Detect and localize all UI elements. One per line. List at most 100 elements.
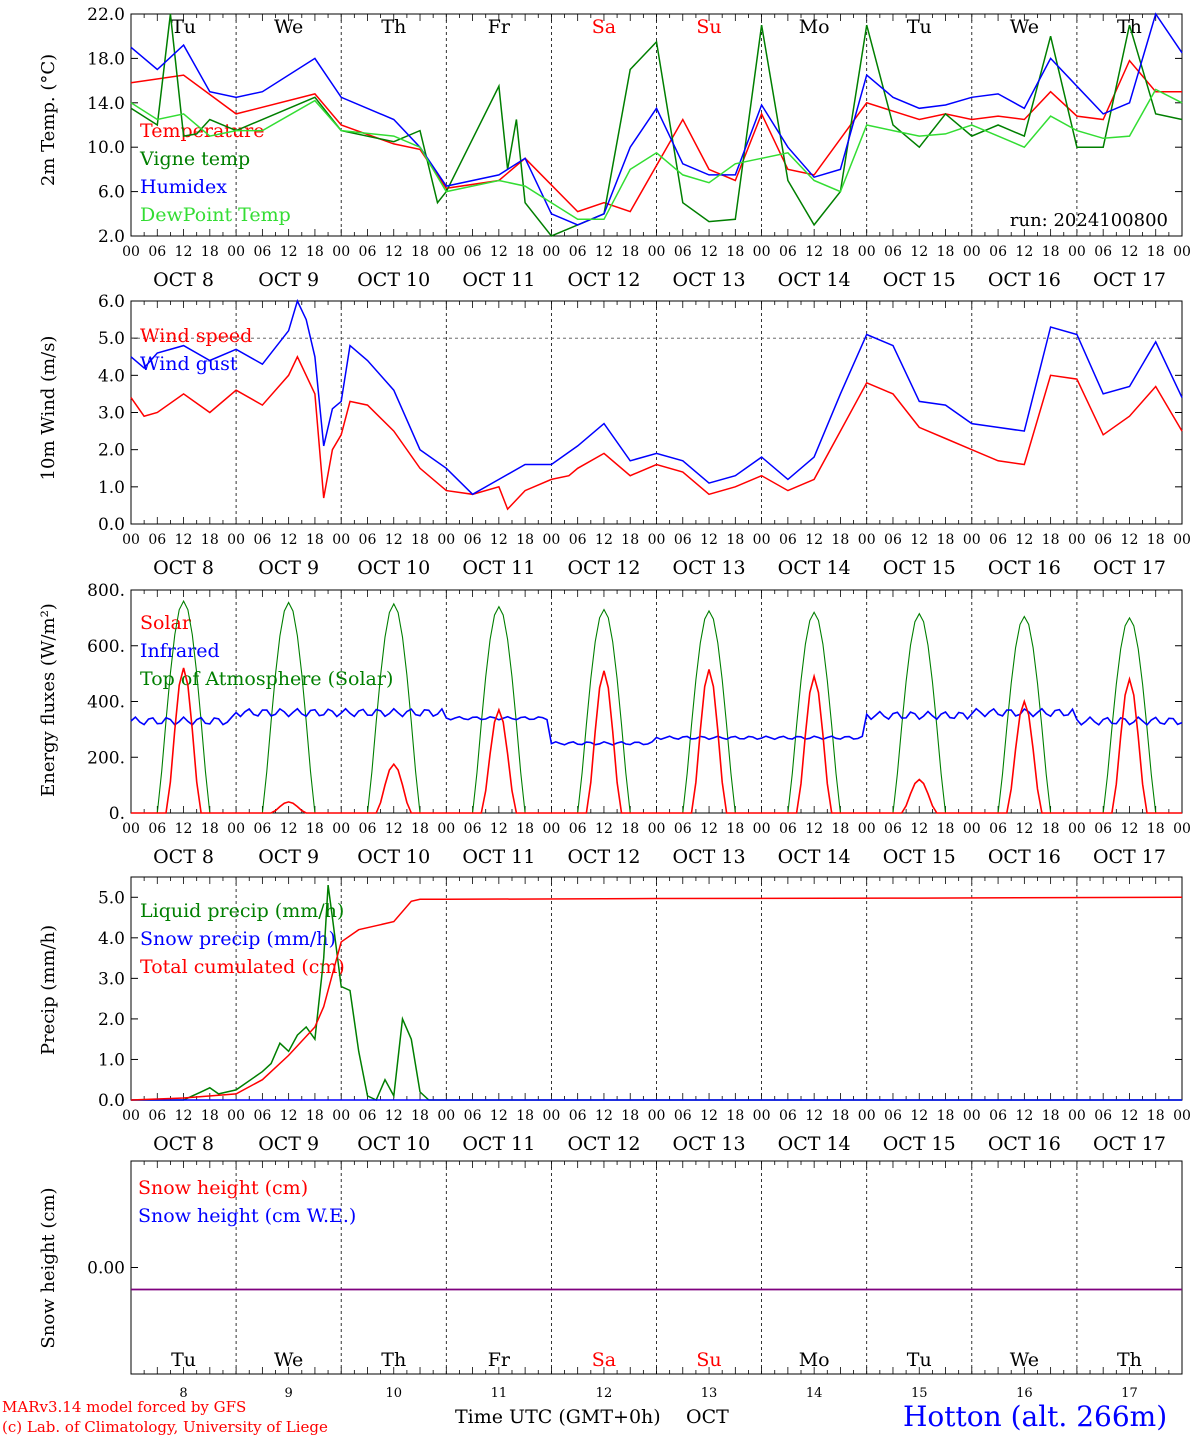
- hour-tick-label: 06: [359, 821, 377, 837]
- hour-tick-label: 06: [148, 244, 166, 260]
- hour-tick-label: 18: [832, 1108, 850, 1124]
- hour-tick-label: 00: [1173, 532, 1191, 548]
- day-label: OCT 8: [153, 269, 214, 291]
- hour-tick-label: 12: [385, 532, 403, 548]
- hour-tick-label: 18: [1147, 532, 1165, 548]
- hour-tick-label: 06: [989, 532, 1007, 548]
- hour-tick-label: 18: [621, 244, 639, 260]
- hour-tick-label: 12: [700, 244, 718, 260]
- hour-tick-label: 00: [753, 821, 771, 837]
- hour-tick-label: 18: [937, 1108, 955, 1124]
- hour-tick-label: 06: [779, 1108, 797, 1124]
- y-tick-label: 800.: [87, 581, 125, 601]
- hour-tick-label: 18: [411, 821, 429, 837]
- hour-tick-label: 00: [753, 244, 771, 260]
- weekday-label: Tu: [907, 16, 932, 38]
- legend-entry: Temperature: [140, 120, 264, 142]
- legend-entry: Snow height (cm W.E.): [138, 1205, 356, 1227]
- hour-tick-label: 12: [700, 1108, 718, 1124]
- weekday-label: We: [1010, 16, 1039, 38]
- hour-tick-label: 18: [621, 821, 639, 837]
- day-number-label: 8: [179, 1386, 187, 1401]
- hour-tick-label: 18: [726, 1108, 744, 1124]
- y-tick-label: 3.0: [98, 969, 125, 989]
- day-number-label: 11: [491, 1386, 508, 1401]
- y-tick-label: 400.: [87, 693, 125, 713]
- day-label: OCT 8: [153, 557, 214, 579]
- hour-tick-label: 06: [569, 532, 587, 548]
- y-tick-label: 10.0: [87, 138, 125, 158]
- hour-tick-label: 18: [832, 821, 850, 837]
- hour-tick-label: 00: [332, 532, 350, 548]
- hour-tick-label: 06: [253, 532, 271, 548]
- hour-tick-label: 06: [884, 821, 902, 837]
- y-tick-label: 0.0: [98, 515, 125, 535]
- hour-tick-label: 06: [253, 244, 271, 260]
- hour-tick-label: 06: [779, 821, 797, 837]
- series-line-infrared: [130, 707, 1183, 746]
- y-tick-label: 22.0: [87, 5, 125, 25]
- day-label: OCT 11: [462, 269, 535, 291]
- weekday-label: Fr: [488, 1349, 511, 1371]
- y-tick-label: 6.0: [98, 292, 125, 312]
- day-label: OCT 12: [567, 1133, 640, 1155]
- hour-tick-label: 18: [306, 1108, 324, 1124]
- legend-entry: Humidex: [140, 176, 227, 198]
- hour-tick-label: 06: [884, 244, 902, 260]
- hour-tick-label: 06: [464, 532, 482, 548]
- hour-tick-label: 06: [253, 821, 271, 837]
- hour-tick-label: 12: [490, 532, 508, 548]
- weekday-label: We: [274, 16, 303, 38]
- hour-tick-label: 06: [674, 1108, 692, 1124]
- legend-entry: Top of Atmosphere (Solar): [140, 668, 393, 690]
- plot-frame: [130, 300, 1183, 525]
- day-label: OCT 12: [567, 269, 640, 291]
- lab-credit: (c) Lab. of Climatology, University of L…: [2, 1418, 328, 1436]
- hour-tick-label: 00: [858, 244, 876, 260]
- hour-tick-label: 12: [1121, 821, 1139, 837]
- hour-tick-label: 12: [280, 1108, 298, 1124]
- hour-tick-label: 12: [385, 821, 403, 837]
- day-label: OCT 13: [673, 846, 746, 868]
- weekday-label: Sa: [592, 16, 616, 38]
- hour-tick-label: 06: [1094, 244, 1112, 260]
- hour-tick-label: 06: [148, 1108, 166, 1124]
- day-label: OCT 9: [258, 269, 319, 291]
- hour-tick-label: 18: [201, 532, 219, 548]
- hour-tick-label: 12: [1015, 821, 1033, 837]
- series-line: [131, 885, 1182, 1102]
- hour-tick-label: 06: [148, 821, 166, 837]
- day-label: OCT 8: [153, 846, 214, 868]
- y-tick-label: 0.: [109, 804, 125, 824]
- day-number-label: 13: [701, 1386, 718, 1401]
- panel-4: 0.0 1.0 2.0 3.0 4.0 5.0 Precip (mm/h) 00 06 12 18 O…: [38, 876, 1191, 1155]
- model-credit: MARv3.14 model forced by GFS: [2, 1398, 247, 1416]
- y-axis-label: Snow height (cm): [38, 1187, 59, 1348]
- hour-tick-label: 12: [595, 244, 613, 260]
- hour-tick-label: 00: [963, 244, 981, 260]
- hour-tick-label: 06: [779, 244, 797, 260]
- hour-tick-label: 00: [1068, 532, 1086, 548]
- hour-tick-label: 18: [1147, 821, 1165, 837]
- series-line: [130, 59, 1182, 213]
- hour-tick-label: 12: [595, 532, 613, 548]
- panel-5: 0.00 Snow height (cm) Tu We Th Fr Sa Su Mo Tu We Th…: [38, 1160, 1183, 1401]
- y-tick-label: 2.0: [98, 1010, 125, 1030]
- hour-tick-label: 18: [201, 1108, 219, 1124]
- hour-tick-label: 12: [1121, 532, 1139, 548]
- hour-tick-label: 00: [1173, 244, 1191, 260]
- station-title: Hotton (alt. 266m): [903, 1400, 1168, 1433]
- hour-tick-label: 00: [963, 821, 981, 837]
- hour-tick-label: 00: [227, 244, 245, 260]
- hour-tick-label: 00: [227, 821, 245, 837]
- hour-tick-label: 12: [175, 532, 193, 548]
- day-label: OCT 10: [357, 557, 430, 579]
- legend-entry: Infrared: [140, 640, 220, 662]
- day-label: OCT 10: [357, 846, 430, 868]
- hour-tick-label: 12: [1121, 244, 1139, 260]
- hour-tick-label: 18: [306, 244, 324, 260]
- hour-tick-label: 06: [464, 1108, 482, 1124]
- hour-tick-label: 12: [805, 821, 823, 837]
- weekday-label: Th: [381, 1349, 406, 1371]
- hour-tick-label: 06: [884, 532, 902, 548]
